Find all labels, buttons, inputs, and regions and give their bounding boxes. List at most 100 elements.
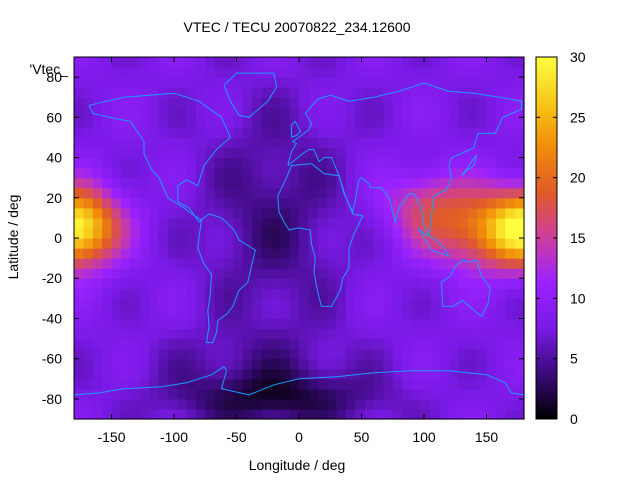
heatmap-cell: [299, 87, 309, 98]
heatmap-cell: [374, 348, 384, 360]
heatmap-cell: [477, 137, 488, 149]
heatmap-cell: [102, 408, 113, 420]
heatmap-cell: [149, 248, 159, 259]
heatmap-cell: [270, 57, 281, 68]
heatmap-cell: [102, 57, 113, 68]
heatmap-cell: [383, 298, 394, 309]
heatmap-cell: [289, 358, 300, 370]
heatmap-cell: [495, 77, 506, 88]
coastline: [291, 120, 301, 138]
heatmap-cell: [224, 157, 234, 169]
heatmap-cell: [317, 318, 328, 330]
heatmap-cell: [449, 298, 459, 309]
heatmap-cell: [374, 408, 384, 420]
heatmap-cell: [514, 207, 525, 219]
heatmap-cell: [242, 147, 253, 159]
heatmap-cell: [214, 87, 225, 98]
heatmap-cell: [345, 348, 356, 360]
heatmap-cell: [111, 137, 122, 149]
heatmap-cell: [364, 207, 375, 219]
heatmap-cell: [242, 67, 253, 78]
heatmap-cell: [299, 408, 309, 420]
heatmap-cell: [364, 127, 375, 139]
heatmap-cell: [92, 288, 103, 299]
y-axis-label: Latitude / deg: [5, 195, 21, 280]
heatmap-cell: [83, 137, 94, 149]
heatmap-cell: [149, 77, 159, 88]
heatmap-cell: [467, 97, 478, 108]
heatmap-cell: [139, 308, 150, 320]
heatmap-cell: [374, 157, 384, 169]
heatmap-cell: [224, 167, 234, 179]
heatmap-cell: [505, 258, 516, 269]
heatmap-cell: [439, 117, 450, 128]
heatmap-cell: [149, 57, 159, 68]
heatmap-cell: [224, 97, 234, 108]
heatmap-cell: [224, 318, 234, 330]
heatmap-cell: [477, 328, 488, 340]
heatmap-cell: [374, 378, 384, 390]
heatmap-cell: [74, 127, 84, 139]
heatmap-cell: [299, 167, 309, 179]
heatmap-cell: [336, 117, 347, 128]
heatmap-cell: [149, 207, 159, 219]
heatmap-cell: [383, 268, 394, 279]
heatmap-cell: [233, 288, 244, 299]
heatmap-cell: [149, 378, 159, 390]
heatmap-cell: [430, 308, 441, 320]
heatmap-cell: [364, 87, 375, 98]
heatmap-cell: [186, 227, 197, 239]
heatmap-cell: [458, 187, 469, 199]
heatmap-cell: [355, 308, 366, 320]
heatmap-cell: [317, 187, 328, 199]
heatmap-cell: [467, 358, 478, 370]
heatmap-cell: [289, 318, 300, 330]
heatmap-cell: [280, 378, 291, 390]
heatmap-cell: [177, 197, 188, 209]
heatmap-cell: [177, 127, 188, 139]
heatmap-cell: [289, 127, 300, 139]
heatmap-cell: [289, 87, 300, 98]
heatmap-cell: [195, 137, 206, 149]
heatmap-cell: [261, 388, 272, 400]
heatmap-cell: [467, 348, 478, 360]
heatmap-cell: [252, 167, 263, 179]
heatmap-cell: [111, 67, 122, 78]
coastlines: [73, 72, 525, 396]
heatmap-cell: [149, 268, 159, 279]
heatmap-cell: [149, 157, 159, 169]
heatmap-cell: [392, 227, 403, 239]
heatmap-cell: [130, 288, 141, 299]
heatmap-cell: [280, 328, 291, 340]
heatmap-cell: [177, 187, 188, 199]
heatmap-cell: [224, 207, 234, 219]
heatmap-cell: [252, 298, 263, 309]
heatmap-cell: [449, 328, 459, 340]
heatmap-cell: [355, 378, 366, 390]
heatmap-cell: [120, 87, 131, 98]
heatmap-cell: [120, 358, 131, 370]
heatmap-cell: [280, 258, 291, 269]
heatmap-cell: [252, 77, 263, 88]
heatmap-cell: [92, 308, 103, 320]
heatmap-cell: [355, 298, 366, 309]
heatmap-cell: [92, 217, 103, 229]
heatmap-cell: [195, 308, 206, 320]
heatmap-cell: [270, 328, 281, 340]
heatmap-cell: [392, 348, 403, 360]
heatmap-cell: [102, 157, 113, 169]
heatmap-cell: [477, 318, 488, 330]
heatmap-cell: [111, 368, 122, 380]
heatmap-cell: [439, 157, 450, 169]
heatmap-cell: [280, 278, 291, 289]
heatmap-cell: [449, 177, 459, 189]
heatmap-cell: [261, 288, 272, 299]
heatmap-cell: [130, 87, 141, 98]
heatmap-cell: [439, 77, 450, 88]
heatmap-cell: [299, 248, 309, 259]
heatmap-cell: [486, 378, 497, 390]
heatmap-cell: [111, 97, 122, 108]
heatmap-cell: [449, 268, 459, 279]
heatmap-cell: [430, 87, 441, 98]
heatmap-cell: [205, 308, 216, 320]
